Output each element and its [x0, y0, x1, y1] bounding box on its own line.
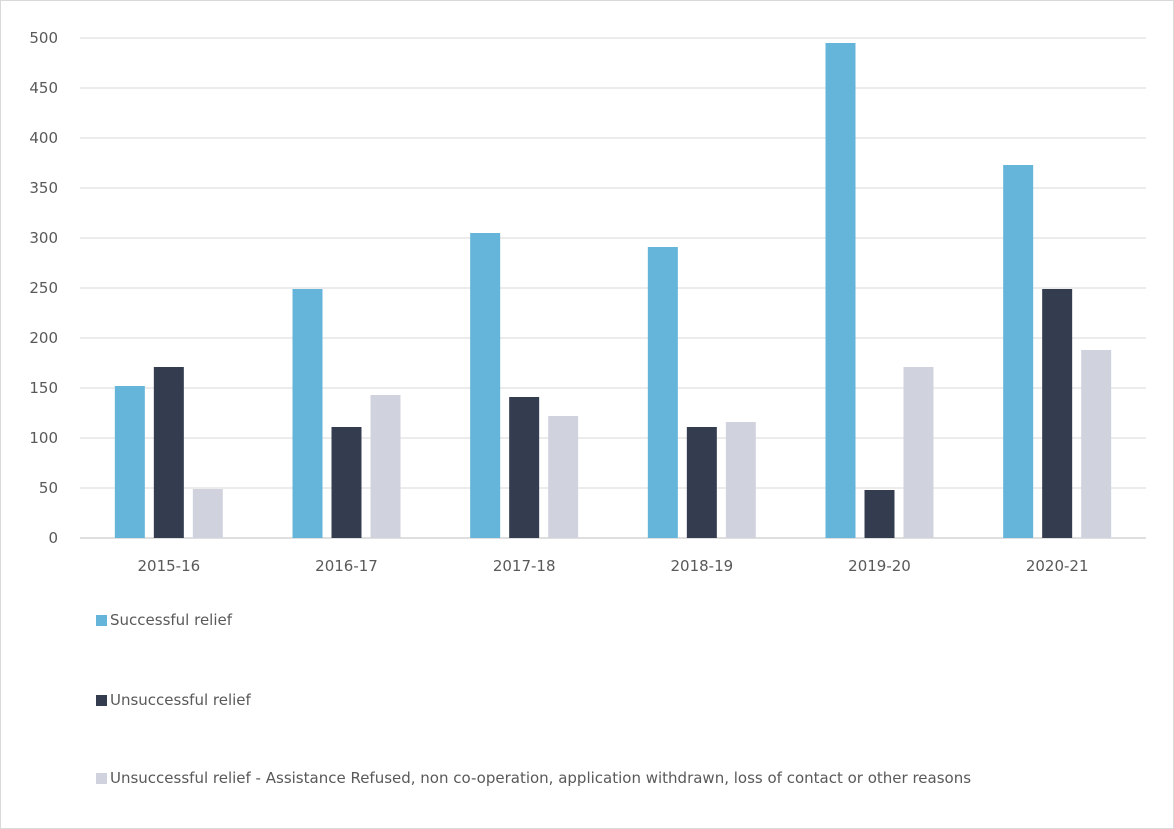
- bars: [114, 43, 1112, 538]
- y-axis-tick-labels: 0 50 100 150 200 250 300 350 400 450 500: [29, 29, 58, 547]
- y-tick-label: 400: [29, 129, 58, 147]
- y-tick-label: 500: [29, 29, 58, 47]
- bar-series-2-2020-21: [1042, 289, 1073, 538]
- bar-series-2-2015-16: [153, 367, 184, 538]
- bar-series-1-2019-20: [825, 43, 856, 538]
- y-tick-label: 200: [29, 329, 58, 347]
- legend-item-unsuccessful-relief: Unsuccessful relief: [96, 688, 251, 712]
- legend-swatch-successful-relief: [96, 615, 107, 626]
- legend-swatch-unsuccessful-relief-other: [96, 773, 107, 784]
- x-tick-label: 2018-19: [670, 557, 733, 575]
- bar-series-3-2018-19: [725, 422, 756, 538]
- bar-series-2-2016-17: [331, 427, 362, 538]
- x-tick-label: 2017-18: [493, 557, 556, 575]
- legend-label-successful-relief: Successful relief: [110, 611, 233, 629]
- legend-label-unsuccessful-relief: Unsuccessful relief: [110, 691, 251, 709]
- y-tick-label: 350: [29, 179, 58, 197]
- y-tick-label: 150: [29, 379, 58, 397]
- x-tick-label: 2019-20: [848, 557, 911, 575]
- bar-series-2-2018-19: [686, 427, 717, 538]
- x-tick-label: 2015-16: [137, 557, 200, 575]
- x-tick-label: 2016-17: [315, 557, 378, 575]
- bar-series-3-2016-17: [370, 395, 401, 538]
- bar-series-3-2020-21: [1081, 350, 1112, 538]
- y-tick-label: 0: [48, 529, 58, 547]
- legend-item-successful-relief: Successful relief: [96, 608, 232, 632]
- legend-label-unsuccessful-relief-other: Unsuccessful relief - Assistance Refused…: [110, 769, 972, 787]
- legend-item-unsuccessful-relief-other: Unsuccessful relief - Assistance Refused…: [96, 766, 971, 790]
- y-tick-label: 50: [39, 479, 58, 497]
- bar-series-3-2017-18: [548, 416, 579, 538]
- y-tick-label: 300: [29, 229, 58, 247]
- legend-swatch-unsuccessful-relief: [96, 695, 107, 706]
- x-axis-tick-labels: 2015-16 2016-17 2017-18 2018-19 2019-20 2020-…: [137, 557, 1088, 575]
- bar-series-1-2018-19: [647, 247, 678, 538]
- y-tick-label: 450: [29, 79, 58, 97]
- bar-series-1-2017-18: [470, 233, 501, 538]
- bar-series-2-2017-18: [509, 397, 540, 538]
- y-tick-label: 250: [29, 279, 58, 297]
- y-tick-label: 100: [29, 429, 58, 447]
- bar-series-2-2019-20: [864, 490, 895, 538]
- gridlines: [80, 37, 1146, 539]
- bar-series-3-2015-16: [192, 489, 223, 538]
- bar-series-1-2020-21: [1003, 165, 1034, 538]
- bar-series-1-2015-16: [114, 386, 145, 538]
- x-tick-label: 2020-21: [1026, 557, 1089, 575]
- bar-series-1-2016-17: [292, 289, 323, 538]
- bar-series-3-2019-20: [903, 367, 934, 538]
